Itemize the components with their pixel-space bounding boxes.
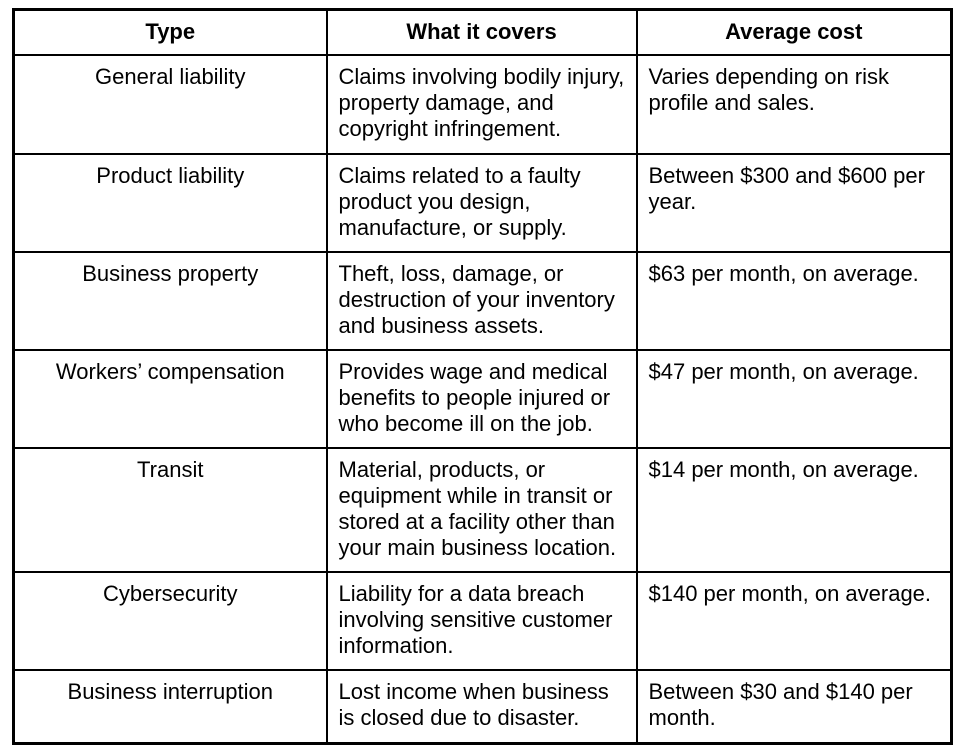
covers-cell: Liability for a data breach involving se… [325,570,638,671]
type-cell: Product liability [12,152,328,253]
cost-cell: Between $300 and $600 per year. [635,152,953,253]
cost-cell: $14 per month, on average. [635,446,953,573]
column-header-type: Type [12,8,328,56]
cost-cell: $63 per month, on average. [635,250,953,351]
type-cell: Business interruption [12,668,328,745]
table-row: Cybersecurity Liability for a data breac… [12,570,953,671]
cost-cell: Varies depending on risk profile and sal… [635,53,953,155]
column-header-what-it-covers: What it covers [325,8,638,56]
covers-cell: Claims related to a faulty product you d… [325,152,638,253]
header-row: Type What it covers Average cost [12,8,953,56]
covers-cell: Provides wage and medical benefits to pe… [325,348,638,449]
type-cell: General liability [12,53,328,155]
table-row: Business interruption Lost income when b… [12,668,953,745]
type-cell: Cybersecurity [12,570,328,671]
cost-cell: Between $30 and $140 per month. [635,668,953,745]
cost-cell: $47 per month, on average. [635,348,953,449]
type-cell: Business property [12,250,328,351]
column-header-average-cost: Average cost [635,8,953,56]
insurance-types-table: Type What it covers Average cost General… [12,8,953,745]
table-row: Product liability Claims related to a fa… [12,152,953,253]
covers-cell: Lost income when business is closed due … [325,668,638,745]
table-row: Business property Theft, loss, damage, o… [12,250,953,351]
cost-cell: $140 per month, on average. [635,570,953,671]
table-row: Workers’ compensation Provides wage and … [12,348,953,449]
covers-cell: Material, products, or equipment while i… [325,446,638,573]
type-cell: Transit [12,446,328,573]
covers-cell: Claims involving bodily injury, property… [325,53,638,155]
covers-cell: Theft, loss, damage, or destruction of y… [325,250,638,351]
table-row: General liability Claims involving bodil… [12,53,953,155]
table-row: Transit Material, products, or equipment… [12,446,953,573]
type-cell: Workers’ compensation [12,348,328,449]
